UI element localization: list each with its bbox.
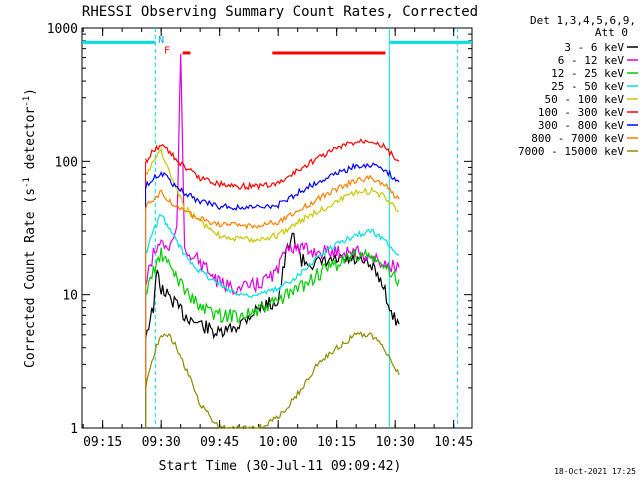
series-line [145,331,400,429]
flag-overlays: NF [82,28,472,428]
x-tick-label: 09:45 [200,435,239,450]
legend-label: 100 - 300 keV [538,106,624,119]
y-axis-ticks: 1 10 100 1000 [47,22,472,437]
x-axis-label: Start Time (30-Jul-11 09:09:42) [159,459,402,474]
flag-label: F [164,45,170,56]
x-axis-ticks: 09:15 09:30 09:45 10:00 10:15 10:30 10:45 [82,28,473,450]
y-tick-label: 1000 [47,22,78,37]
legend-label: 12 - 25 keV [551,67,624,80]
y-tick-label: 100 [55,155,78,170]
flag-label: N [158,35,164,46]
series-line [145,174,400,230]
series-line [145,53,400,296]
series-lines [145,53,400,429]
chart-title: RHESSI Observing Summary Count Rates, Co… [82,4,478,20]
legend-header-line2: Att 0 [595,26,628,39]
series-line [145,214,400,299]
legend-label: 800 - 7000 keV [531,132,624,145]
legend-header-line1: Det 1,3,4,5,6,9, [530,14,636,27]
legend-label: 50 - 100 keV [545,93,625,106]
x-tick-label: 10:00 [259,435,298,450]
timestamp: 18-Oct-2021 17:25 [554,467,636,476]
x-tick-label: 10:15 [317,435,356,450]
legend-label: 7000 - 15000 keV [518,145,624,158]
legend-label: 25 - 50 keV [551,80,624,93]
series-line [145,147,400,244]
y-tick-label: 1 [70,422,78,437]
x-tick-label: 10:30 [376,435,415,450]
legend-label: 3 - 6 keV [564,41,624,54]
series-line [145,232,400,340]
series-line [145,162,400,211]
series-line [145,138,400,191]
legend-label: 6 - 12 keV [558,54,625,67]
x-tick-label: 10:45 [434,435,473,450]
plot-area [81,27,473,429]
x-tick-label: 09:30 [142,435,181,450]
y-axis-label: Corrected Count Rate (s-1 detector-1) [22,88,38,368]
legend-label: 300 - 800 keV [538,119,624,132]
series-line [145,247,400,324]
y-tick-label: 10 [62,289,78,304]
x-tick-label: 09:15 [83,435,122,450]
